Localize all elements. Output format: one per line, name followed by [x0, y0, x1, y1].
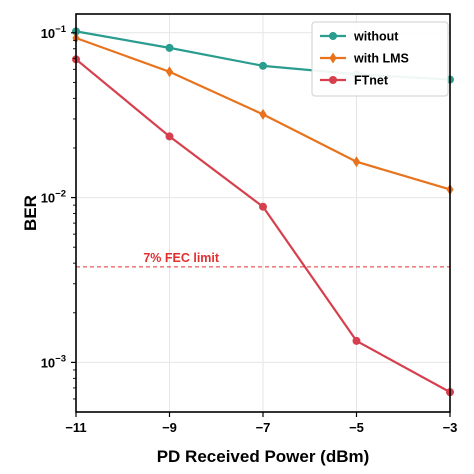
- y-axis-ticks: 10−110−210−3: [41, 24, 76, 400]
- legend-marker: [329, 52, 337, 64]
- legend-box: [311, 21, 449, 97]
- legend-label: with LMS: [353, 52, 409, 66]
- legend-item-ftnet: FTnet: [320, 74, 389, 88]
- fec-limit: 7% FEC limit: [76, 251, 450, 268]
- series-ftnet: [72, 55, 454, 397]
- legend-item-with-lms: with LMS: [320, 52, 409, 66]
- y-tick-label: 10−1: [41, 24, 67, 41]
- legend-label: without: [353, 30, 399, 44]
- y-tick-base: 10: [41, 191, 55, 206]
- legend-marker: [329, 32, 337, 40]
- legend-label: FTnet: [354, 74, 389, 88]
- x-tick-label: −5: [349, 420, 364, 435]
- x-tick-label: −3: [443, 420, 458, 435]
- data-point-without: [165, 43, 174, 52]
- x-tick-label: −9: [162, 420, 177, 435]
- y-tick-base: 10: [41, 355, 55, 370]
- x-axis-ticks: −11 −9 −7 −5 −3: [65, 412, 457, 435]
- legend: without with LMS FTnet: [311, 21, 449, 97]
- data-point-with-lms: [259, 108, 267, 120]
- legend-marker: [329, 76, 337, 84]
- series-with-lms: [72, 32, 454, 195]
- data-point-without: [259, 61, 267, 70]
- fec-limit-label: 7% FEC limit: [143, 251, 220, 265]
- data-point-ftnet: [352, 336, 361, 345]
- legend-item-without: without: [320, 30, 399, 44]
- data-point-with-lms: [165, 66, 174, 78]
- data-point-ftnet: [165, 132, 174, 141]
- data-point-with-lms: [352, 156, 361, 168]
- y-tick-label: 10−3: [41, 353, 66, 370]
- x-tick-label: −11: [65, 420, 86, 435]
- y-tick-exponent: −3: [55, 353, 66, 364]
- y-tick-base: 10: [41, 26, 55, 41]
- x-tick-label: −7: [256, 420, 271, 435]
- y-axis-title: BER: [21, 195, 40, 231]
- x-axis-title: PD Received Power (dBm): [157, 447, 370, 466]
- y-tick-label: 10−2: [41, 189, 66, 206]
- y-tick-exponent: −2: [55, 189, 66, 200]
- y-tick-exponent: −1: [55, 24, 67, 35]
- data-point-ftnet: [259, 202, 267, 211]
